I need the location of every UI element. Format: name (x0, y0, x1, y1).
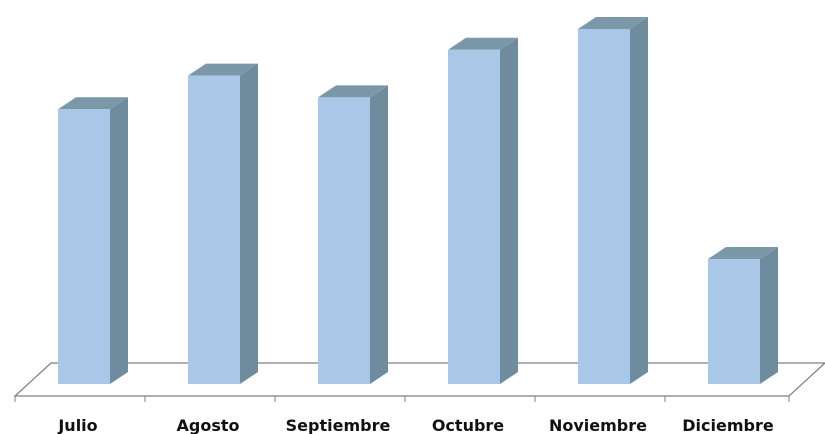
bar-side-face (370, 85, 388, 385)
bar-side-face (240, 63, 258, 384)
chart-floor (13, 362, 825, 402)
bar-septiembre (318, 85, 388, 385)
category-label: Noviembre (549, 416, 647, 434)
floor-outline (13, 362, 825, 397)
bar-diciembre (708, 247, 778, 384)
bar-front-face (448, 49, 500, 384)
category-label: Diciembre (682, 416, 774, 434)
bar-side-face (760, 247, 778, 384)
bar-top-face (318, 85, 388, 98)
bar-side-face (500, 37, 518, 384)
bar-side-face (630, 16, 648, 384)
category-label: Septiembre (286, 416, 391, 434)
category-label: Julio (57, 416, 97, 434)
bar-octubre (448, 37, 518, 384)
bar-top-face (708, 247, 778, 260)
bar-front-face (58, 109, 110, 384)
category-labels: Julio Agosto Septiembre Octubre Noviembre Dic… (57, 416, 774, 434)
bar-julio (58, 97, 128, 384)
bar-top-face (58, 97, 128, 110)
bar-front-face (318, 97, 370, 385)
category-label: Agosto (177, 416, 240, 434)
bar-top-face (448, 37, 518, 50)
bar-front-face (188, 75, 240, 384)
category-label: Octubre (432, 416, 504, 434)
bar-front-face (708, 259, 760, 384)
bar-agosto (188, 63, 258, 384)
bar-noviembre (578, 16, 648, 384)
bar-front-face (578, 28, 630, 384)
bar-top-face (188, 63, 258, 76)
bars-group (58, 16, 778, 385)
bar-side-face (110, 97, 128, 384)
bar-top-face (578, 16, 648, 29)
